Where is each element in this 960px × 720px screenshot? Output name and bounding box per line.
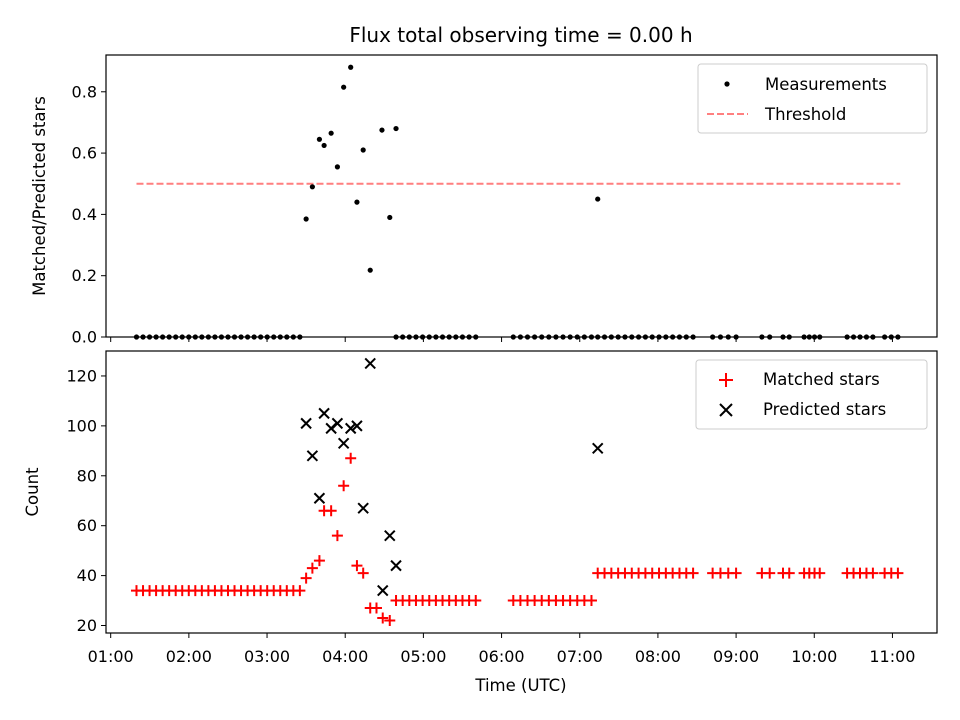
x-tick-label: 11:00 bbox=[869, 647, 915, 666]
x-tick-label: 06:00 bbox=[479, 647, 525, 666]
matched-star-point bbox=[730, 567, 742, 579]
matched-star-point bbox=[357, 567, 369, 579]
predicted-star-point bbox=[357, 502, 369, 514]
bottom-y-tick-label: 40 bbox=[77, 566, 97, 585]
matched-star-point bbox=[764, 567, 776, 579]
matched-star-point bbox=[470, 595, 482, 607]
predicted-star-point bbox=[300, 417, 312, 430]
x-tick-label: 10:00 bbox=[791, 647, 837, 666]
bottom-legend-box bbox=[695, 359, 928, 430]
matched-star-point bbox=[300, 572, 312, 584]
bottom-y-tick-label: 80 bbox=[77, 466, 97, 485]
measurement-point bbox=[303, 216, 309, 222]
predicted-star-point bbox=[384, 529, 396, 542]
predicted-star-point bbox=[313, 492, 326, 504]
top-y-tick-label: 0.0 bbox=[72, 328, 97, 347]
measurement-point bbox=[360, 147, 366, 153]
top-axes: 0.0 0.2 0.4 0.6 0.8 bbox=[72, 82, 893, 347]
predicted-star-point bbox=[364, 357, 376, 370]
x-axis-label: Time (UTC) bbox=[474, 676, 566, 695]
measurement-point bbox=[328, 130, 334, 136]
top-legend: Measurements Threshold bbox=[697, 63, 928, 134]
matched-star-point bbox=[370, 602, 382, 614]
bottom-plot-frame bbox=[105, 350, 938, 634]
matched-star-point bbox=[313, 555, 325, 567]
x-tick-label: 03:00 bbox=[244, 647, 290, 666]
legend-threshold-label: Threshold bbox=[764, 105, 846, 124]
measurement-point bbox=[393, 125, 399, 132]
measurement-point bbox=[341, 84, 347, 90]
top-y-tick-label: 0.6 bbox=[72, 144, 97, 163]
measurement-point bbox=[309, 184, 315, 190]
top-plot: 0.00.20.40.60.8 Matched/Predicted stars … bbox=[30, 54, 938, 347]
top-y-tick-label: 0.4 bbox=[72, 205, 97, 224]
bottom-y-axis-label: Count bbox=[23, 467, 42, 517]
predicted-star-point bbox=[390, 559, 402, 572]
bottom-marks bbox=[130, 357, 904, 627]
matched-star-point bbox=[345, 452, 357, 464]
x-tick-label: 04:00 bbox=[322, 647, 368, 666]
measurement-point bbox=[367, 267, 373, 273]
matched-star-point bbox=[687, 567, 699, 579]
matched-star-point bbox=[294, 585, 306, 597]
predicted-star-point bbox=[318, 407, 330, 420]
predicted-star-point bbox=[331, 417, 344, 430]
matched-star-point bbox=[338, 480, 350, 492]
legend-matched-label: Matched stars bbox=[763, 370, 880, 389]
top-y-tick-label: 0.2 bbox=[72, 266, 97, 285]
bottom-axes: 20 40 60 80 100 120 01:00 02:00 03:00 04:00 05:00 0… bbox=[66, 366, 915, 666]
legend-measurements-label: Measurements bbox=[765, 75, 887, 94]
predicted-star-point bbox=[344, 422, 357, 435]
bottom-plot: 20 40 60 80 100 120 01:00 02:00 03:00 04:00 05:00 0… bbox=[23, 350, 938, 695]
measurement-point bbox=[379, 127, 385, 133]
bottom-y-tick-label: 100 bbox=[66, 416, 97, 435]
x-tick-label: 01:00 bbox=[88, 647, 134, 666]
matched-star-point bbox=[377, 612, 389, 624]
matched-star-point bbox=[892, 567, 904, 579]
matched-star-point bbox=[331, 530, 343, 542]
measurement-point bbox=[316, 136, 323, 142]
predicted-star-point bbox=[592, 442, 604, 455]
measurement-point bbox=[387, 214, 393, 221]
measurement-point bbox=[321, 142, 327, 149]
matched-star-point bbox=[306, 562, 318, 574]
matched-star-point bbox=[325, 505, 337, 517]
x-tick-label: 02:00 bbox=[166, 647, 212, 666]
measurement-point bbox=[354, 199, 360, 205]
legend-matched-marker bbox=[719, 373, 733, 387]
legend-measurements-marker bbox=[724, 81, 730, 87]
chart-title: Flux total observing time = 0.00 h bbox=[349, 23, 692, 47]
matched-star-point bbox=[783, 567, 795, 579]
top-y-tick-label: 0.8 bbox=[72, 82, 97, 101]
measurement-point bbox=[595, 196, 601, 202]
top-plot-frame bbox=[105, 54, 938, 338]
bottom-y-tick-label: 120 bbox=[66, 366, 97, 385]
predicted-star-point bbox=[351, 420, 363, 432]
legend-predicted-label: Predicted stars bbox=[763, 400, 886, 419]
top-y-axis-label: Matched/Predicted stars bbox=[30, 96, 49, 296]
x-tick-label: 07:00 bbox=[557, 647, 603, 666]
matched-star-point bbox=[585, 595, 597, 607]
predicted-star-point bbox=[337, 437, 350, 450]
bottom-y-tick-label: 60 bbox=[77, 516, 97, 535]
x-tick-label: 09:00 bbox=[713, 647, 759, 666]
bottom-y-tick-label: 20 bbox=[77, 616, 97, 635]
matched-star-point bbox=[384, 615, 396, 627]
predicted-star-point bbox=[306, 450, 319, 462]
matched-star-point bbox=[814, 567, 826, 579]
top-legend-box bbox=[697, 63, 928, 134]
x-tick-label: 05:00 bbox=[400, 647, 446, 666]
predicted-star-point bbox=[377, 584, 389, 597]
matched-star-point bbox=[867, 567, 879, 579]
bottom-legend: Matched stars Predicted stars bbox=[695, 359, 928, 430]
measurement-point bbox=[348, 64, 354, 70]
matched-star-point bbox=[351, 560, 363, 572]
legend-predicted-marker bbox=[719, 403, 733, 417]
x-tick-label: 08:00 bbox=[635, 647, 681, 666]
measurement-point bbox=[334, 164, 340, 170]
